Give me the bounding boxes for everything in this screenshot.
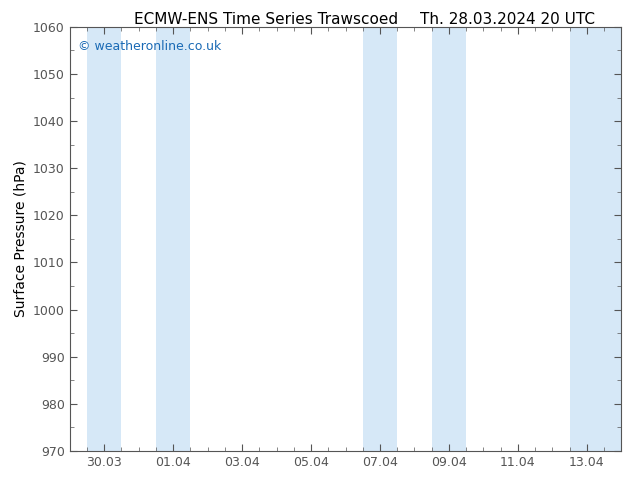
Text: ECMW-ENS Time Series Trawscoed: ECMW-ENS Time Series Trawscoed xyxy=(134,12,398,27)
Text: © weatheronline.co.uk: © weatheronline.co.uk xyxy=(78,40,221,52)
Bar xyxy=(363,27,398,451)
Bar xyxy=(432,27,466,451)
Text: Th. 28.03.2024 20 UTC: Th. 28.03.2024 20 UTC xyxy=(420,12,595,27)
Bar xyxy=(569,27,621,451)
Bar xyxy=(156,27,190,451)
Bar xyxy=(87,27,122,451)
Y-axis label: Surface Pressure (hPa): Surface Pressure (hPa) xyxy=(13,160,27,318)
